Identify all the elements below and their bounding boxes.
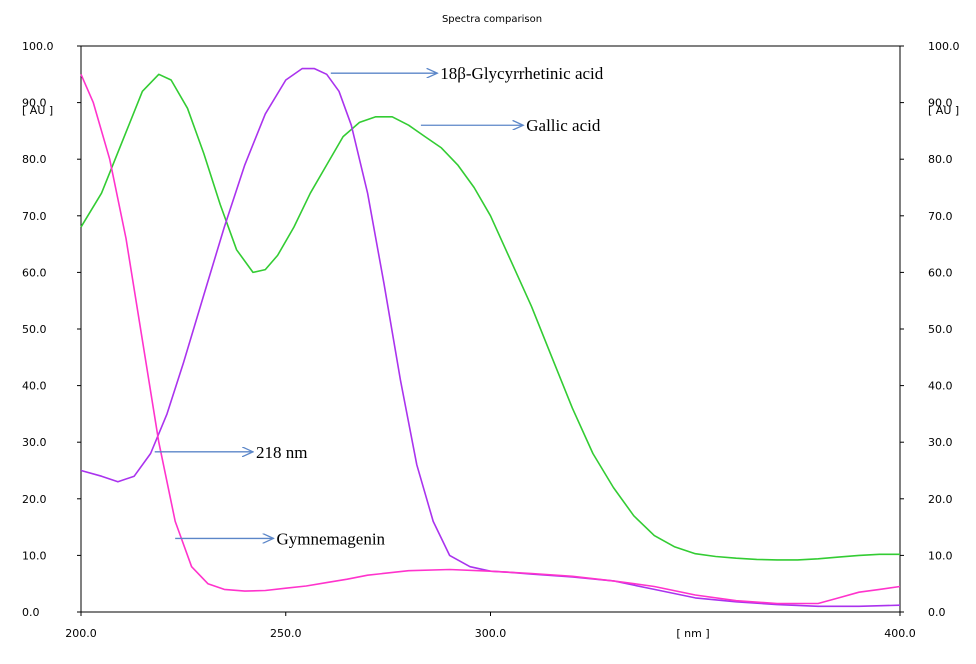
- series-line-2: [80, 67, 901, 608]
- y-tick-label-right: 60.0: [928, 266, 953, 279]
- x-tick-label: 200.0: [65, 627, 97, 640]
- x-tick-label: 400.0: [884, 627, 916, 640]
- y-tick-label: 90.0: [22, 97, 47, 110]
- left-y-axis-label: [ AU ]: [22, 104, 53, 117]
- annotation-label: 18β-Glycyrrhetinic acid: [440, 64, 604, 83]
- x-tick-label: 300.0: [475, 627, 507, 640]
- y-tick-label-right: 90.0: [928, 97, 953, 110]
- y-tick-label: 80.0: [22, 153, 47, 166]
- right-y-axis-label: [ AU ]: [928, 104, 959, 117]
- annotation-label: Gallic acid: [526, 116, 601, 135]
- y-tick-label-right: 50.0: [928, 323, 953, 336]
- y-tick-label: 0.0: [22, 606, 40, 619]
- y-tick-label-right: 20.0: [928, 493, 953, 506]
- annotation-label: Gymnemagenin: [276, 529, 385, 548]
- y-tick-label: 70.0: [22, 210, 47, 223]
- right-y-axis: 0.0 10.0 20.0 30.0 40.0 50.0 60.0 70.0 80.0 90.0 1…: [900, 40, 960, 619]
- y-tick-label-right: 70.0: [928, 210, 953, 223]
- y-tick-label: 10.0: [22, 549, 47, 562]
- y-tick-label: 100.0: [22, 40, 54, 53]
- y-tick-label-right: 40.0: [928, 380, 953, 393]
- y-tick-label-right: 100.0: [928, 40, 960, 53]
- y-tick-label: 50.0: [22, 323, 47, 336]
- y-tick-label: 30.0: [22, 436, 47, 449]
- annotation-label: 218 nm: [256, 443, 307, 462]
- y-tick-label: 20.0: [22, 493, 47, 506]
- left-y-axis: 0.0 10.0 20.0 30.0 40.0 50.0 60.0 70.0 80.0 90.0 1…: [22, 40, 81, 619]
- y-tick-label: 40.0: [22, 380, 47, 393]
- x-tick-label: 250.0: [270, 627, 302, 640]
- x-axis-label: [ nm ]: [676, 627, 709, 640]
- x-axis: 200.0 250.0 300.0 400.0: [65, 612, 916, 640]
- annotations-group: 18β-Glycyrrhetinic acid Gallic acid 218 nm…: [154, 64, 604, 548]
- series-line-3: [80, 73, 901, 605]
- plot-area: [80, 45, 901, 613]
- series-line-1: [80, 73, 900, 561]
- series-group: [80, 67, 901, 608]
- y-tick-label-right: 0.0: [928, 606, 946, 619]
- chart-title: Spectra comparison: [442, 14, 542, 25]
- y-tick-label-right: 30.0: [928, 436, 953, 449]
- y-tick-label-right: 80.0: [928, 153, 953, 166]
- y-tick-label-right: 10.0: [928, 549, 953, 562]
- y-tick-label: 60.0: [22, 266, 47, 279]
